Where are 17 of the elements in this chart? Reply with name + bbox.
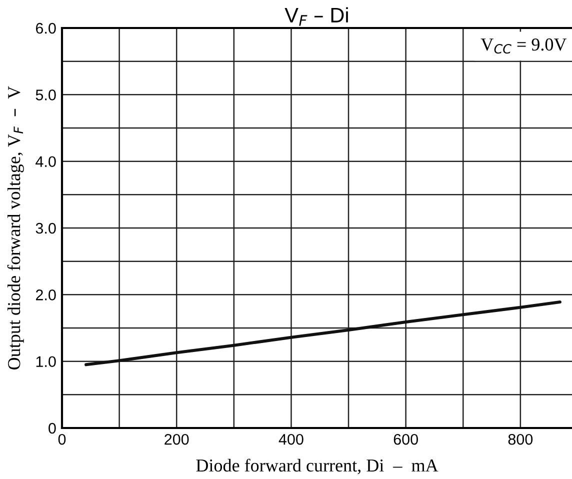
chart-title: V$_{F}$ – Di <box>284 7 348 26</box>
x-tick-label: 200 <box>164 434 189 445</box>
y-tick-label: 0 <box>48 422 56 434</box>
y-tick-label: 1.0 <box>36 356 56 368</box>
x-tick-label: 400 <box>278 434 304 445</box>
line-series <box>84 300 562 366</box>
y-tick-label: 3.0 <box>36 222 56 234</box>
annotation: V$_{CC}$ = 9.0V <box>480 38 567 54</box>
y-tick-label: 2.0 <box>36 290 56 300</box>
y-tick-label: 4.0 <box>36 156 56 168</box>
x-tick-label: 0 <box>58 434 66 445</box>
y-tick-label: 6.0 <box>36 22 56 34</box>
y-tick-label: 5.0 <box>36 90 56 100</box>
x-tick-label: 600 <box>394 434 418 445</box>
y-axis-title: Output diode forward voltage, V$_{F}$ – V <box>7 86 24 370</box>
x-axis-title: Diode forward current, Di – mA <box>196 458 438 474</box>
x-tick-label: 800 <box>508 434 533 445</box>
